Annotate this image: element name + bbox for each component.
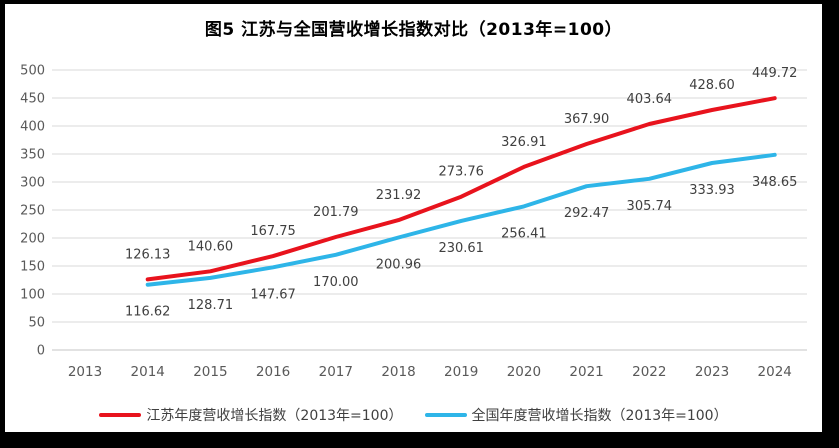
svg-text:500: 500: [20, 64, 45, 79]
svg-text:2022: 2022: [632, 364, 666, 380]
svg-text:2016: 2016: [256, 364, 290, 380]
svg-text:367.90: 367.90: [564, 112, 610, 127]
chart-panel: 图5 江苏与全国营收增长指数对比（2013年=100） 0 50 100 150 200…: [5, 4, 822, 432]
line-chart-plot: 0 50 100 150 200 250 300 350 400 450 500 2013 2014 20…: [20, 64, 807, 380]
svg-text:2014: 2014: [131, 364, 165, 380]
legend-item-jiangsu: 江苏年度营收增长指数（2013年=100）: [99, 405, 403, 425]
svg-text:147.67: 147.67: [250, 287, 296, 302]
svg-text:2024: 2024: [758, 364, 792, 380]
svg-text:230.61: 230.61: [438, 241, 484, 256]
svg-text:2013: 2013: [68, 364, 102, 380]
svg-text:2015: 2015: [193, 364, 227, 380]
svg-text:450: 450: [20, 92, 45, 107]
svg-text:256.41: 256.41: [501, 226, 547, 241]
svg-text:231.92: 231.92: [376, 188, 422, 203]
svg-text:403.64: 403.64: [627, 92, 673, 107]
svg-text:292.47: 292.47: [564, 206, 610, 221]
svg-text:170.00: 170.00: [313, 275, 359, 290]
svg-text:140.60: 140.60: [188, 239, 234, 254]
svg-text:0: 0: [37, 344, 45, 359]
jiangsu-line-swatch: [99, 413, 142, 417]
svg-text:2023: 2023: [695, 364, 729, 380]
svg-text:150: 150: [20, 260, 45, 275]
svg-text:128.71: 128.71: [188, 298, 234, 313]
svg-text:348.65: 348.65: [752, 175, 798, 190]
svg-text:2019: 2019: [444, 364, 478, 380]
svg-text:116.62: 116.62: [125, 305, 171, 320]
svg-text:2017: 2017: [319, 364, 353, 380]
chart-title: 图5 江苏与全国营收增长指数对比（2013年=100）: [204, 20, 623, 40]
svg-text:200: 200: [20, 232, 45, 247]
svg-text:2018: 2018: [381, 364, 415, 380]
jiangsu-series-label: 江苏年度营收增长指数（2013年=100）: [146, 408, 403, 424]
svg-text:100: 100: [20, 288, 45, 303]
svg-text:250: 250: [20, 204, 45, 219]
svg-text:2021: 2021: [569, 364, 603, 380]
svg-text:273.76: 273.76: [438, 165, 484, 180]
svg-text:350: 350: [20, 148, 45, 163]
svg-text:400: 400: [20, 120, 45, 135]
svg-text:428.60: 428.60: [689, 78, 735, 93]
svg-text:333.93: 333.93: [689, 183, 735, 198]
svg-text:300: 300: [20, 176, 45, 191]
svg-text:305.74: 305.74: [627, 199, 673, 214]
national-line-swatch: [424, 413, 467, 417]
svg-text:2020: 2020: [507, 364, 541, 380]
svg-text:50: 50: [28, 316, 45, 331]
svg-text:167.75: 167.75: [250, 224, 296, 239]
svg-text:200.96: 200.96: [376, 257, 422, 272]
svg-text:449.72: 449.72: [752, 66, 798, 81]
legend-item-national: 全国年度营收增长指数（2013年=100）: [424, 405, 728, 425]
national-series-label: 全国年度营收增长指数（2013年=100）: [471, 408, 728, 424]
svg-text:326.91: 326.91: [501, 135, 547, 150]
svg-text:126.13: 126.13: [125, 247, 171, 262]
svg-text:201.79: 201.79: [313, 205, 359, 220]
chart-legend: 江苏年度营收增长指数（2013年=100） 全国年度营收增长指数（2013年=1…: [5, 405, 822, 425]
